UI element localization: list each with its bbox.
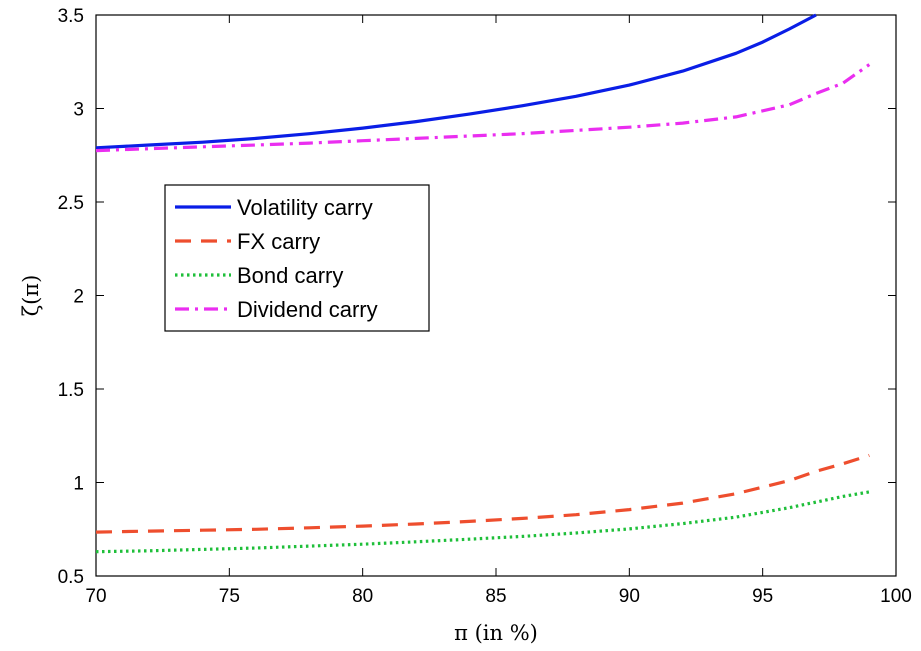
- series-line: [95, 453, 870, 534]
- legend-box: [164, 184, 430, 332]
- x-tick-label: 90: [619, 586, 640, 607]
- legend-label: Bond carry: [237, 263, 343, 288]
- y-tick-label: 3.5: [58, 6, 84, 27]
- x-tick-label: 80: [352, 586, 373, 607]
- y-tick-label: 2.5: [58, 193, 84, 214]
- legend-label: Volatility carry: [237, 195, 373, 220]
- x-tick-label: 70: [85, 586, 106, 607]
- legend: Volatility carry FX carry Bond carry Divide…: [164, 184, 430, 332]
- y-tick-label: 2: [73, 287, 84, 308]
- y-tick-label: 0.5: [58, 567, 84, 588]
- y-tick-label: 3: [73, 100, 84, 121]
- x-tick-label: 85: [485, 586, 506, 607]
- series-line: [95, 490, 870, 554]
- series-line: [95, 63, 871, 153]
- y-axis-label: ζ(π): [19, 275, 43, 317]
- series-layer: [95, 13, 871, 554]
- x-tick-label: 75: [219, 586, 240, 607]
- y-tick-label: 1.5: [58, 380, 84, 401]
- y-tick-label: 1: [73, 474, 84, 495]
- x-axis-label: π (in %): [454, 621, 538, 645]
- legend-label: Dividend carry: [237, 297, 378, 322]
- series-line: [95, 13, 817, 150]
- x-tick-label: 95: [752, 586, 773, 607]
- x-tick-label: 100: [880, 586, 912, 607]
- axis-ticks: 70 75 80 85 90 95 100 0.5 1 1.5 2 2.5 3 3.5: [58, 6, 912, 607]
- legend-label: FX carry: [237, 229, 320, 254]
